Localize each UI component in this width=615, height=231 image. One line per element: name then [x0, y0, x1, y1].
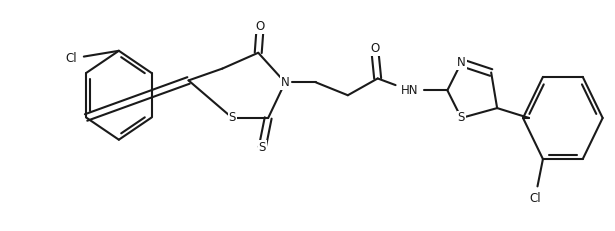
- Text: Cl: Cl: [529, 192, 541, 206]
- Text: S: S: [258, 141, 266, 154]
- Text: N: N: [280, 76, 290, 89]
- Text: O: O: [256, 20, 265, 33]
- Text: HN: HN: [401, 84, 418, 97]
- Text: S: S: [458, 112, 465, 125]
- Text: O: O: [370, 42, 379, 55]
- Text: S: S: [229, 112, 236, 125]
- Text: Cl: Cl: [65, 52, 77, 65]
- Text: N: N: [457, 56, 466, 69]
